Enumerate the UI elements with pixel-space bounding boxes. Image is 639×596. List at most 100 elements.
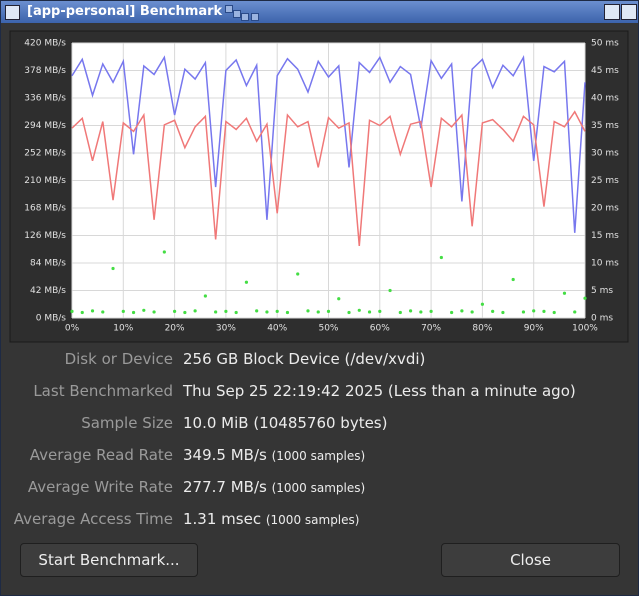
window-title: [app-personal] Benchmark [27, 4, 223, 19]
access-time-point [306, 309, 310, 313]
access-time-point [552, 310, 556, 315]
access-time-point [398, 310, 402, 315]
info-value: 1.31 msec (1000 samples) [183, 510, 360, 528]
rate-line [71, 54, 586, 233]
access-time-point [532, 309, 536, 313]
access-time-point [80, 310, 84, 315]
y2-tick-label: 30 ms [591, 149, 619, 159]
y2-tick-label: 0 ms [591, 314, 613, 324]
y2-tick-label: 5 ms [591, 286, 613, 296]
access-time-point [285, 310, 290, 315]
y2-tick-label: 45 ms [591, 66, 619, 76]
y2-tick-label: 10 ms [591, 259, 619, 269]
x-tick-label: 100% [572, 324, 598, 334]
access-time-point [214, 310, 218, 314]
y-tick-label: 336 MB/s [24, 94, 66, 104]
access-time-point [521, 310, 526, 314]
y-tick-label: 168 MB/s [24, 204, 66, 214]
y-tick-label: 0 MB/s [36, 314, 67, 324]
info-value: Thu Sep 25 22:19:42 2025 (Less than a mi… [183, 382, 576, 400]
access-time-point [583, 296, 587, 300]
info-value: 256 GB Block Device (/dev/xvdi) [183, 350, 426, 368]
y-tick-label: 252 MB/s [24, 149, 66, 159]
access-time-point [111, 266, 115, 271]
info-label: Average Read Rate [29, 446, 173, 464]
x-tick-label: 30% [216, 324, 236, 334]
access-time-point [378, 309, 382, 313]
x-tick-label: 60% [370, 324, 390, 334]
rate-line [71, 110, 586, 247]
title-decoration [241, 13, 249, 21]
access-time-point [419, 310, 423, 314]
close-button[interactable]: Close [441, 543, 620, 577]
y-tick-label: 42 MB/s [30, 286, 66, 296]
access-time-point [480, 302, 484, 306]
info-label: Average Write Rate [27, 478, 173, 496]
access-time-point [429, 309, 433, 313]
access-time-point [562, 291, 567, 295]
access-time-point [131, 310, 136, 315]
access-time-point [255, 309, 259, 313]
window-icon [5, 5, 20, 20]
access-time-point [203, 294, 207, 298]
y2-tick-label: 15 ms [591, 231, 619, 241]
access-time-point [542, 309, 546, 313]
y2-tick-label: 20 ms [591, 204, 619, 214]
access-time-point [296, 272, 300, 276]
title-decoration [225, 5, 233, 13]
info-label: Disk or Device [64, 350, 173, 368]
info-row: Average Read Rate 349.5 MB/s (1000 sample… [1, 446, 638, 470]
start-benchmark-button[interactable]: Start Benchmark... [20, 543, 198, 577]
access-time-point [511, 277, 515, 282]
y2-tick-label: 25 ms [591, 176, 619, 186]
info-value: 277.7 MB/s (1000 samples) [183, 478, 366, 496]
info-row: Average Access Time 1.31 msec (1000 sampl… [1, 510, 638, 534]
x-tick-label: 90% [524, 324, 544, 334]
access-time-point [367, 310, 372, 314]
access-time-point [142, 308, 146, 312]
access-time-point [121, 309, 125, 313]
close-window-button[interactable] [621, 4, 637, 20]
access-time-point [470, 310, 474, 314]
info-value: 349.5 MB/s (1000 samples) [183, 446, 366, 464]
info-label: Last Benchmarked [33, 382, 173, 400]
access-time-point [460, 309, 464, 313]
access-time-point [450, 310, 454, 315]
access-time-point [347, 310, 351, 315]
y2-tick-label: 50 ms [591, 39, 619, 49]
y-tick-label: 378 MB/s [24, 66, 66, 76]
x-tick-label: 20% [165, 324, 185, 334]
x-tick-label: 70% [421, 324, 441, 334]
info-note: (1000 samples) [271, 449, 366, 463]
x-tick-label: 10% [113, 324, 133, 334]
y2-tick-label: 40 ms [591, 94, 619, 104]
access-time-point [357, 308, 361, 312]
access-time-point [101, 310, 105, 314]
access-time-point [173, 309, 177, 313]
info-label: Average Access Time [13, 510, 173, 528]
y-tick-label: 420 MB/s [24, 39, 66, 49]
x-tick-label: 80% [472, 324, 492, 334]
access-time-point [573, 310, 577, 314]
access-time-point [183, 310, 187, 315]
chart: 0 MB/s 42 MB/s 84 MB/s 126 MB/s 168 MB/s 210 … [9, 30, 629, 343]
info-row: Average Write Rate 277.7 MB/s (1000 sampl… [1, 478, 638, 502]
title-decoration [251, 13, 259, 21]
y-tick-label: 294 MB/s [24, 121, 66, 131]
access-time-point [90, 309, 95, 313]
access-time-point [265, 310, 269, 314]
info-row: Disk or Device 256 GB Block Device (/dev/… [1, 350, 638, 374]
access-time-point [244, 280, 249, 284]
info-note: (1000 samples) [265, 513, 360, 527]
access-time-point [337, 297, 341, 301]
info-row: Sample Size 10.0 MiB (10485760 bytes) [1, 414, 638, 438]
access-time-point [388, 288, 392, 293]
info-label: Sample Size [81, 414, 173, 432]
y-tick-label: 84 MB/s [30, 259, 66, 269]
y-tick-label: 210 MB/s [24, 176, 66, 186]
y-tick-label: 126 MB/s [24, 231, 66, 241]
maximize-button[interactable] [604, 4, 620, 20]
access-time-point [408, 309, 413, 313]
